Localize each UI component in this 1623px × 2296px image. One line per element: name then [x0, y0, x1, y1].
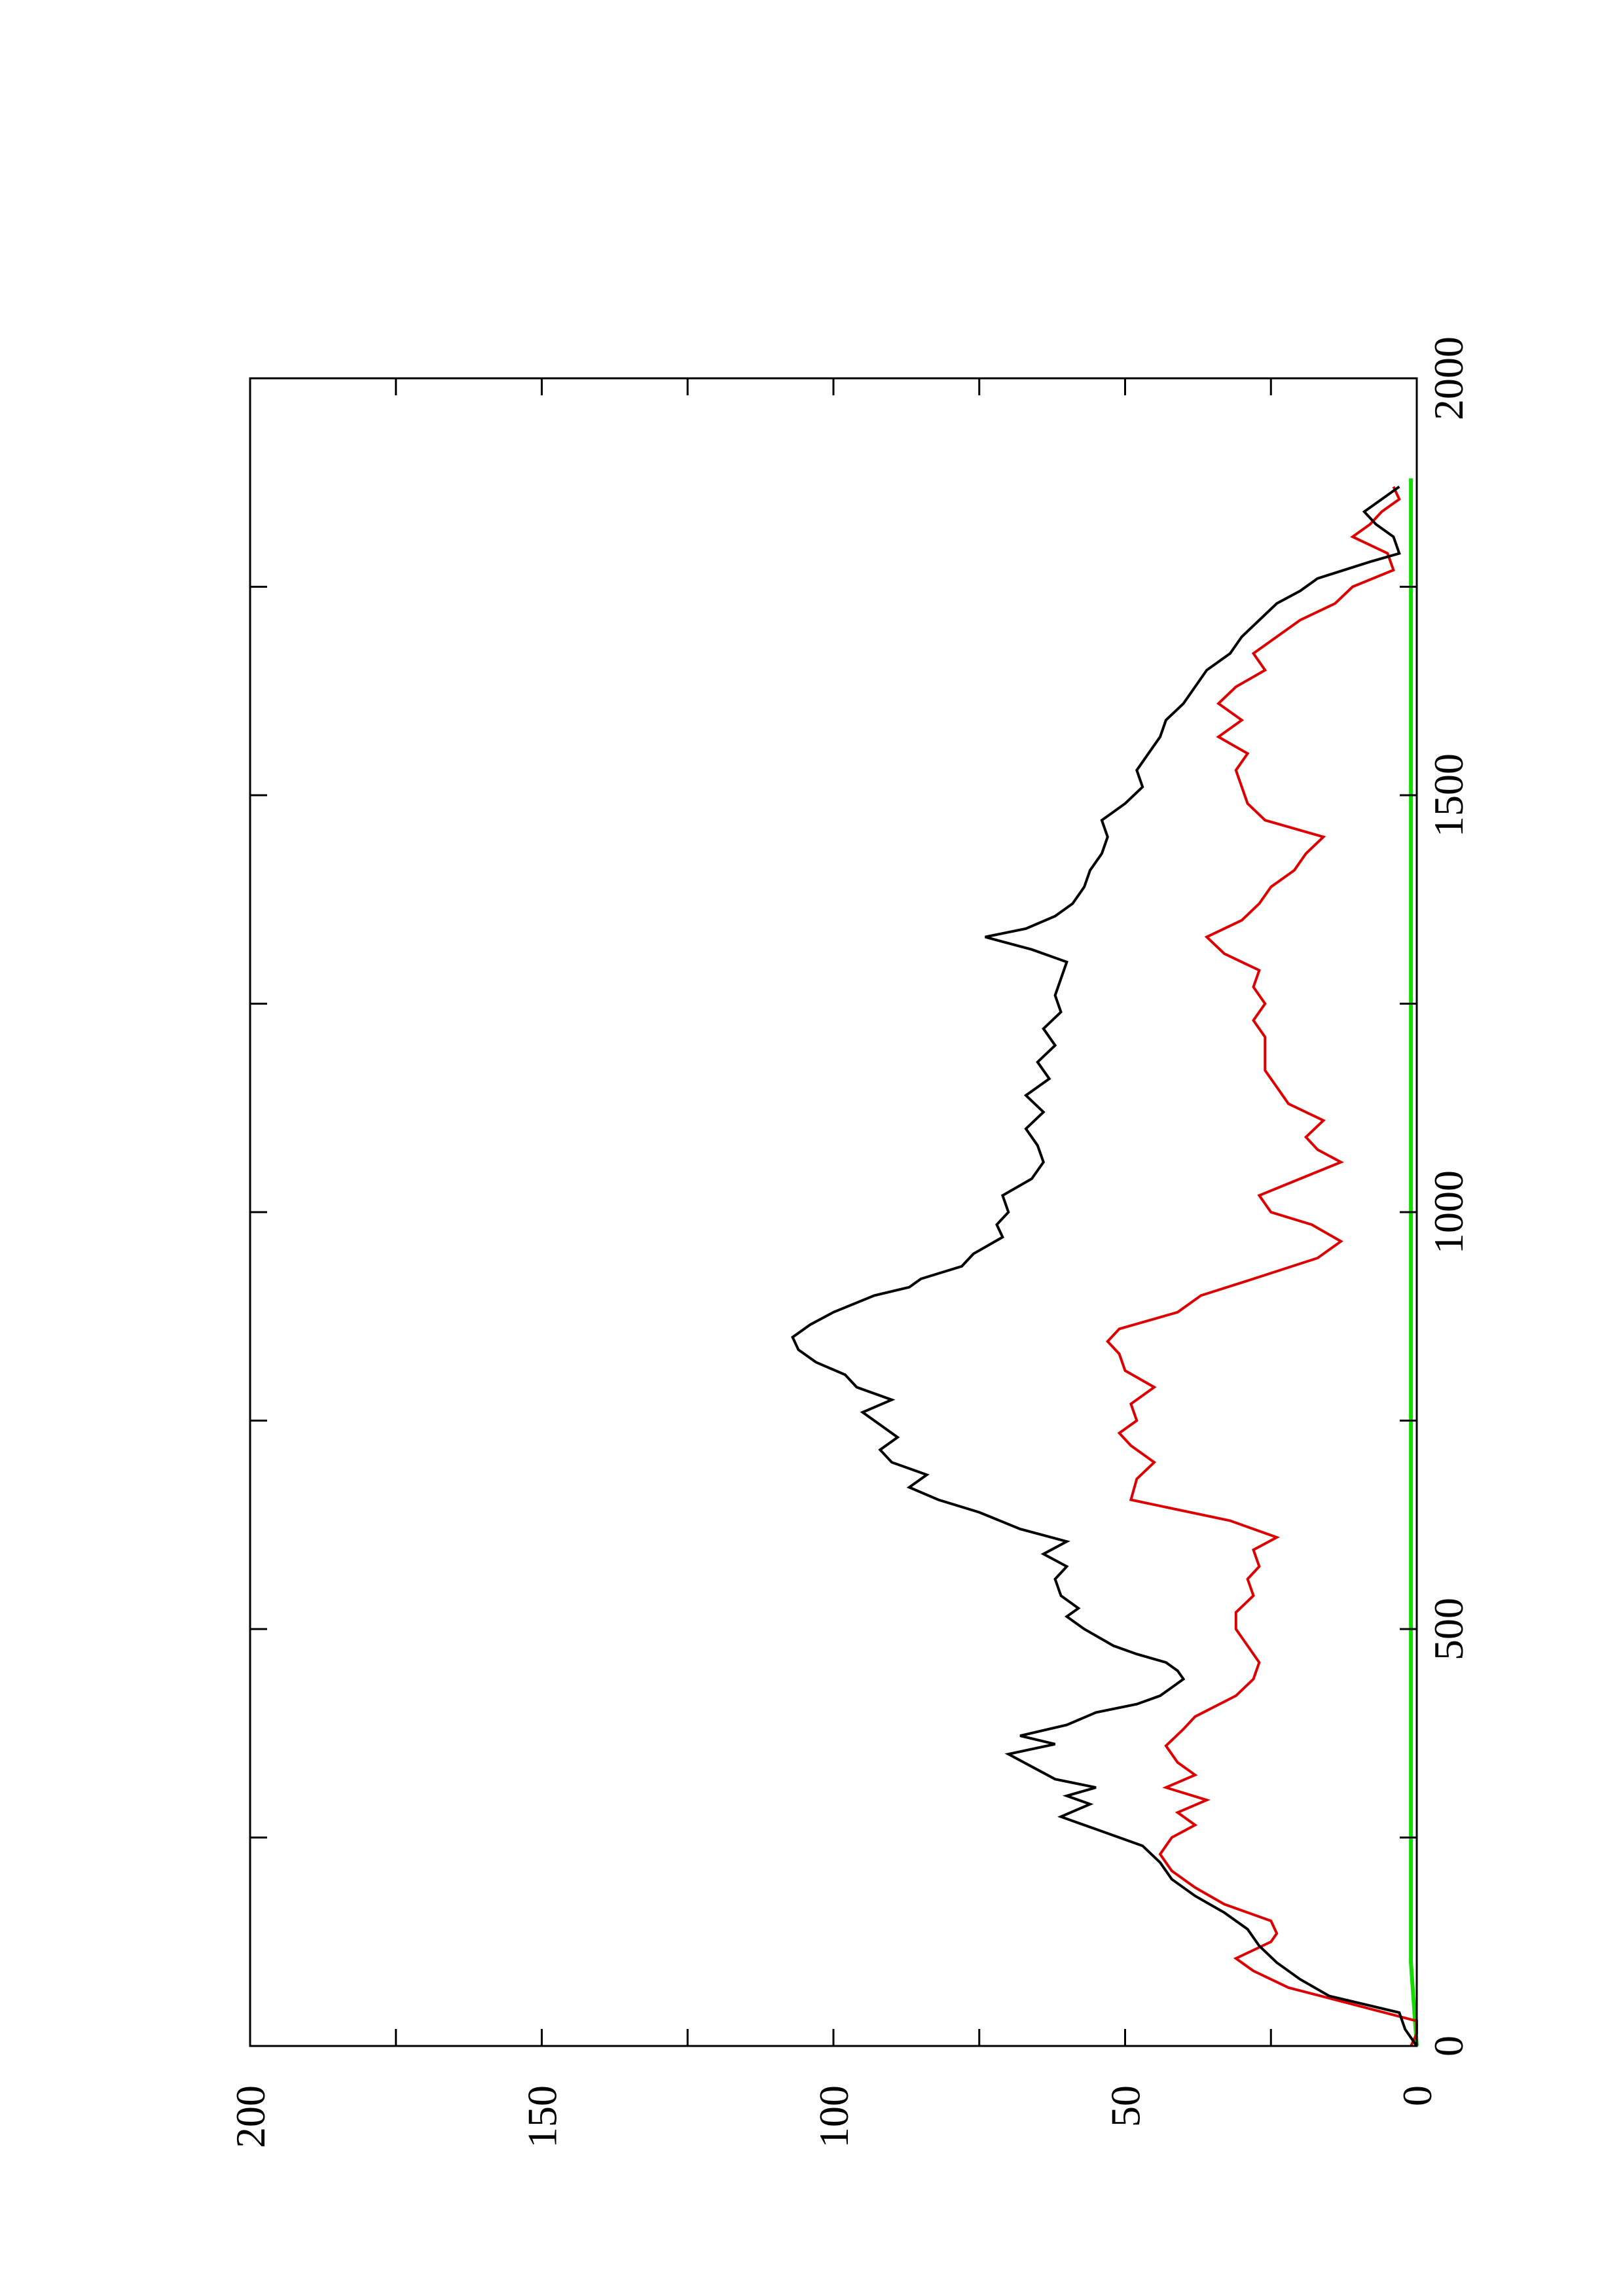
x-tick-label: 0 — [1425, 2036, 1472, 2056]
y-tick-label: 50 — [1103, 2085, 1149, 2127]
x-tick-label: 1000 — [1425, 1170, 1472, 1254]
series-line-1 — [791, 485, 1418, 2047]
series-line-3 — [1409, 478, 1419, 2047]
series-layer — [791, 478, 1419, 2047]
y-tick-label: 150 — [519, 2085, 566, 2148]
y-tick-label: 200 — [227, 2085, 274, 2148]
label-layer: 0 500 1000 1500 2000 0 50 100 150 200 — [227, 336, 1472, 2148]
series-line-2 — [1106, 486, 1418, 2047]
tick-layer — [249, 377, 1418, 2047]
y-tick-label: 0 — [1394, 2085, 1440, 2106]
plot-frame — [249, 377, 1418, 2047]
y-tick-label: 100 — [811, 2085, 857, 2148]
x-tick-label: 2000 — [1425, 336, 1472, 420]
x-tick-label: 500 — [1425, 1598, 1472, 1660]
x-tick-label: 1500 — [1425, 753, 1472, 837]
